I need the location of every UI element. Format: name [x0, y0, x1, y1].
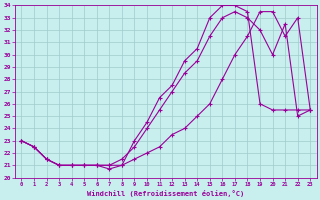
X-axis label: Windchill (Refroidissement éolien,°C): Windchill (Refroidissement éolien,°C)	[87, 190, 244, 197]
